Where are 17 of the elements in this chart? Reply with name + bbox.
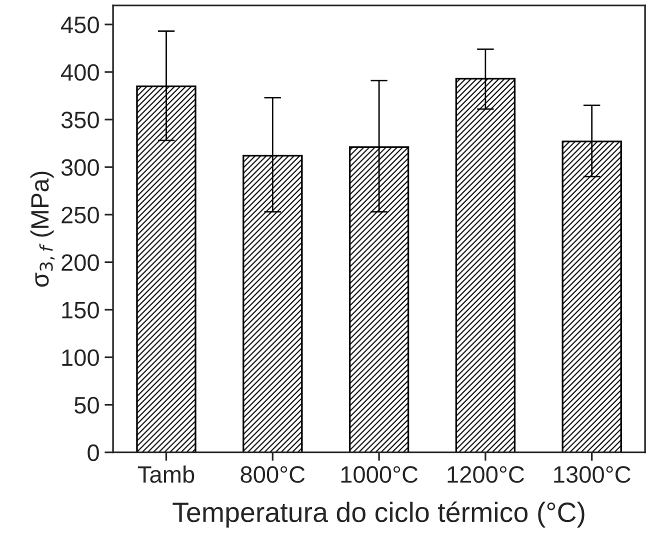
y-tick-label: 0 <box>88 444 99 462</box>
y-tick-label: 200 <box>62 254 99 271</box>
y-tick-label: 100 <box>62 349 99 366</box>
x-axis-title: Temperatura do ciclo térmico (°C) <box>172 501 584 528</box>
y-tick-label: 400 <box>61 64 99 81</box>
y-tick-label: 150 <box>62 302 99 319</box>
x-tick-label: Tamb <box>138 466 194 483</box>
y-tick-label: 350 <box>61 112 99 128</box>
x-tick-label: 1000°C <box>341 466 418 483</box>
y-axis-title: σ$_{3,f}$ (MPa) <box>30 172 55 287</box>
y-tick-label: 450 <box>61 16 99 34</box>
y-tick-label: 250 <box>62 206 99 224</box>
y-tick-label: 50 <box>74 396 99 414</box>
x-tick-label: 1300°C <box>554 466 630 483</box>
x-tick-label: 800°C <box>240 466 305 483</box>
x-tick-label: 1200°C <box>448 466 524 483</box>
y-tick-label: 300 <box>61 159 99 176</box>
